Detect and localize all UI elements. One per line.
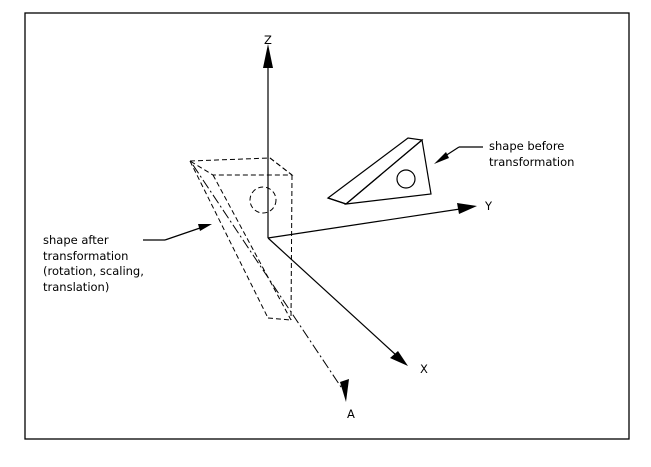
z-axis-label: Z (264, 33, 272, 47)
label-after-line2: transformation (43, 249, 128, 263)
y-axis-label: Y (484, 199, 493, 213)
label-before-line2: transformation (489, 155, 574, 169)
shape-after (188, 157, 294, 321)
a-axis-label: A (347, 407, 355, 421)
y-axis: Y (267, 199, 493, 239)
figure-frame (24, 12, 630, 440)
label-after-line3: (rotation, scaling, (43, 264, 144, 278)
x-axis-label: X (420, 362, 428, 376)
a-axis-arrowhead (340, 379, 349, 402)
x-axis-arrowhead (390, 351, 408, 366)
z-axis: Z (263, 33, 273, 238)
label-after-line4: translation) (43, 280, 109, 294)
shape-before (326, 137, 432, 205)
label-before-line1: shape before (489, 139, 564, 153)
after-hole (249, 186, 277, 214)
y-axis-arrowhead (457, 203, 477, 214)
before-leader (434, 146, 483, 164)
before-hole (396, 169, 416, 189)
x-axis: X (267, 237, 428, 376)
z-axis-arrowhead (263, 44, 273, 68)
after-leader (143, 224, 212, 241)
label-after-line1: shape after (43, 233, 109, 247)
